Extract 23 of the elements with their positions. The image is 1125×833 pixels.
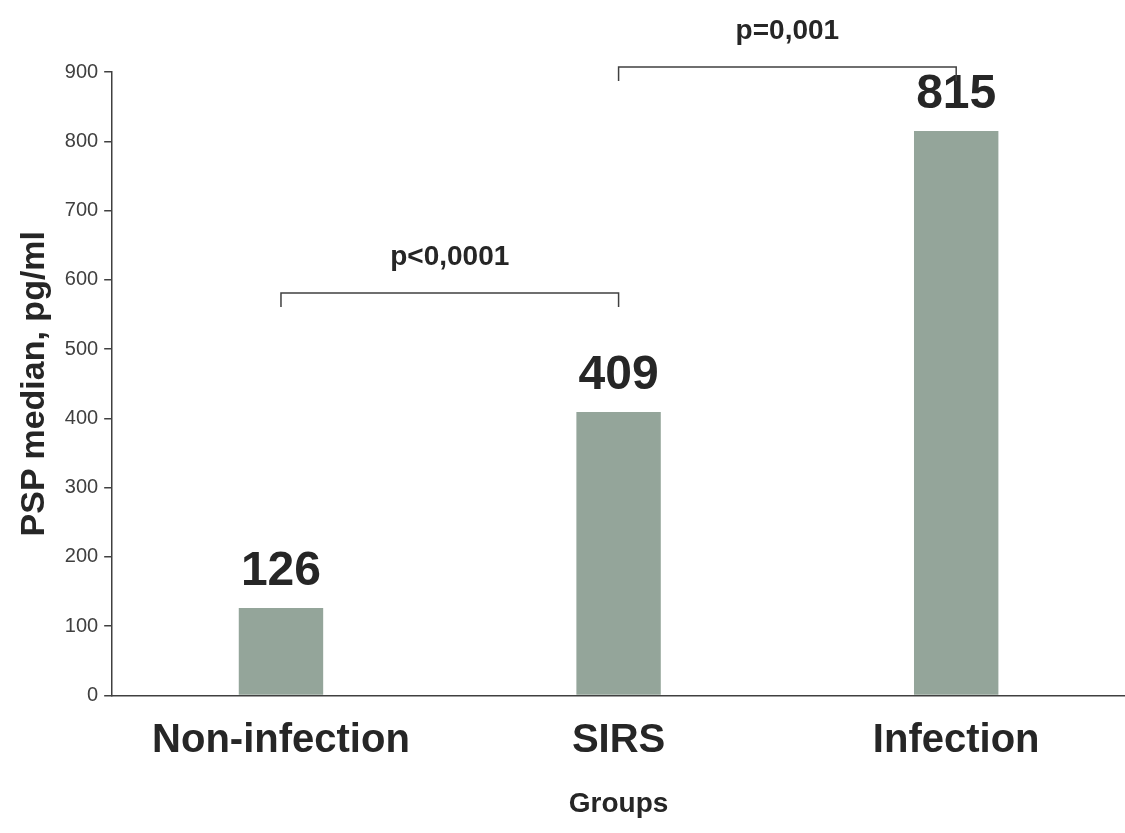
annotation: p<0,0001 bbox=[390, 239, 510, 271]
y-axis-title: PSP median, pg/ml bbox=[12, 230, 51, 537]
x-tick-label: Non-infection bbox=[152, 716, 410, 761]
x-tick-label: SIRS bbox=[571, 716, 666, 761]
y-tick-label: 800 bbox=[64, 128, 99, 151]
y-tick-label: 500 bbox=[64, 336, 99, 359]
y-tick-label: 400 bbox=[64, 405, 99, 428]
y-tick-label: 900 bbox=[64, 59, 99, 82]
x-tick-label: Infection bbox=[872, 716, 1040, 761]
x-axis-title: Groups bbox=[568, 786, 669, 818]
y-tick-label: 0 bbox=[87, 682, 99, 705]
bar bbox=[238, 608, 324, 695]
data-label: 815 bbox=[916, 65, 997, 119]
y-tick-label: 700 bbox=[64, 198, 99, 221]
y-tick-label: 200 bbox=[64, 544, 99, 567]
y-tick-label: 300 bbox=[64, 475, 99, 498]
text: p=0,001 bbox=[735, 13, 840, 45]
bar bbox=[913, 130, 999, 695]
data-label: 409 bbox=[578, 346, 659, 400]
y-tick-label: 600 bbox=[64, 267, 99, 290]
bar bbox=[576, 412, 661, 695]
y-tick-label: 100 bbox=[64, 613, 99, 636]
data-label: 126 bbox=[240, 542, 322, 596]
